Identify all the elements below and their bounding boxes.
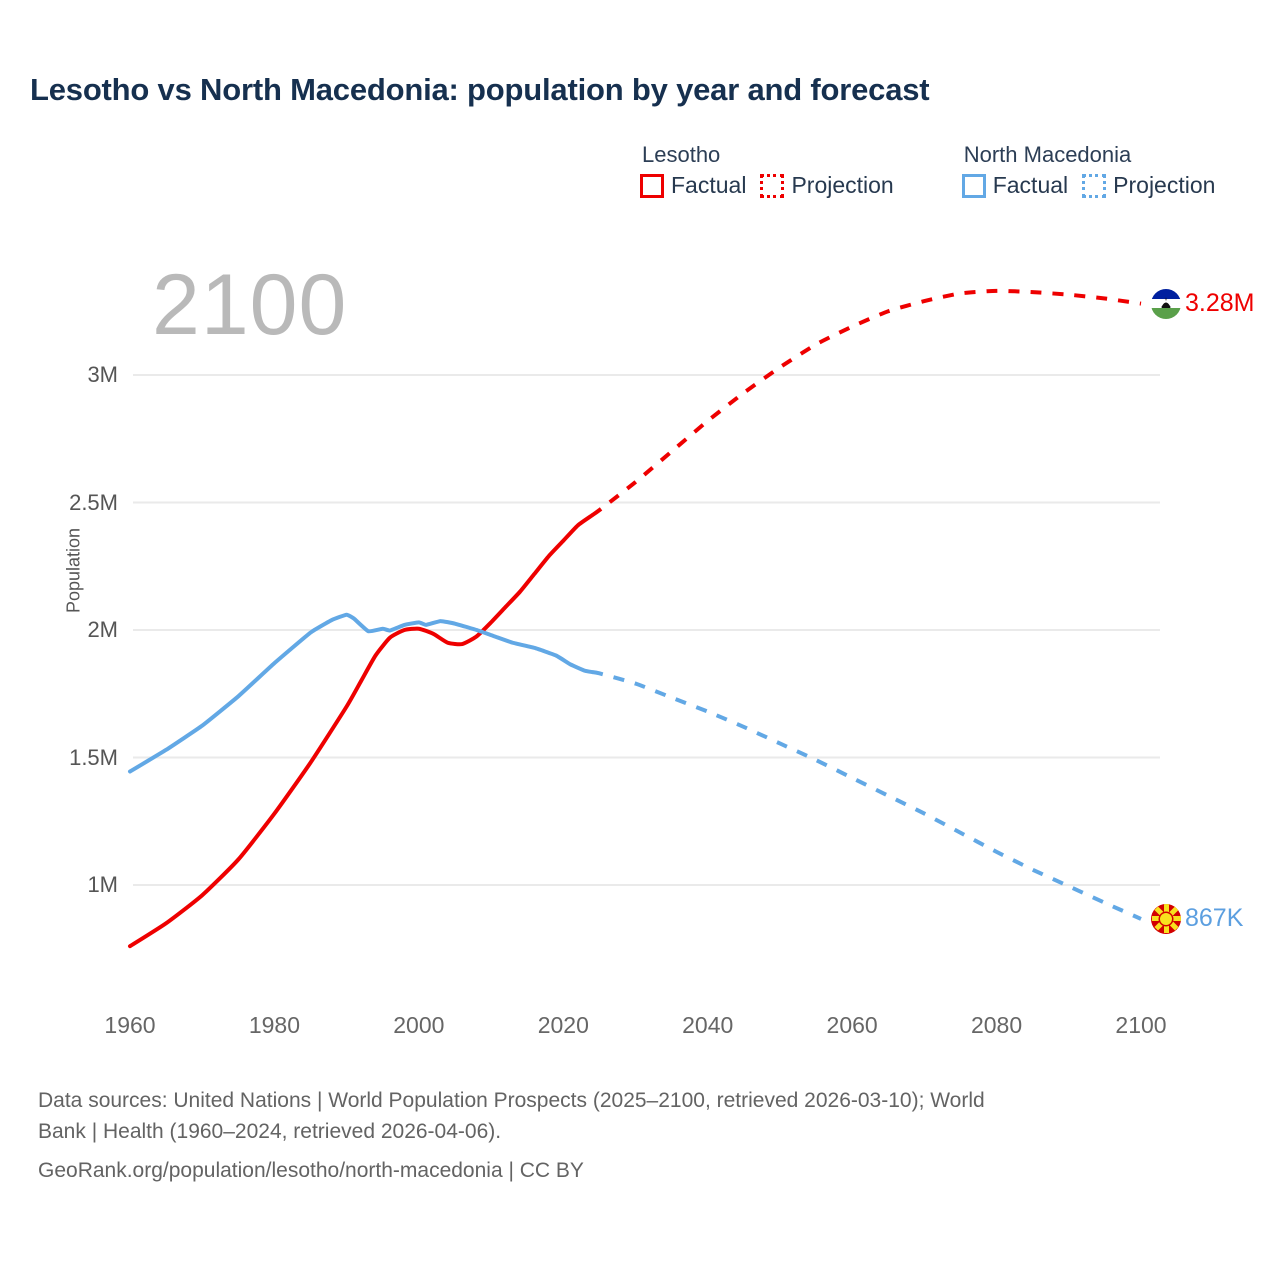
legend-swatch-dotted-icon: [1082, 173, 1107, 198]
chart-plot-area: 2100 Population 1M 1.5M 2M 2.5M 3M 1960 1980 2…: [28, 257, 1255, 1038]
end-label-value: 3.28M: [1185, 289, 1255, 318]
end-label-north-macedonia: 867K: [1151, 903, 1244, 934]
y-axis-tick-label: 1M: [87, 872, 118, 897]
y-axis-tick-label: 3M: [87, 362, 118, 387]
page-title: Lesotho vs North Macedonia: population b…: [30, 72, 930, 107]
x-axis-tick-label: 2060: [826, 1012, 878, 1038]
y-axis-tick: 2.5M: [28, 490, 123, 529]
legend-country-name: Lesotho: [642, 142, 721, 167]
chart-legend: Lesotho Factual Projection North Macedon…: [640, 142, 1215, 199]
legend-item-north-macedonia-projection[interactable]: Projection: [1082, 172, 1215, 199]
y-axis-tick-label: 1.5M: [69, 744, 118, 770]
x-axis-tick-label: 1960: [104, 1012, 156, 1038]
legend-country-name: North Macedonia: [963, 142, 1132, 167]
legend-item-north-macedonia-factual[interactable]: Factual: [961, 172, 1069, 199]
y-axis-tick-label: 2.5M: [69, 489, 118, 515]
y-axis-tick: 1M: [28, 872, 123, 911]
chart-canvas: [128, 288, 1160, 949]
y-axis-tick: 1.5M: [28, 745, 123, 784]
legend-item-label: Projection: [791, 172, 894, 198]
x-axis-tick-label: 2040: [682, 1012, 734, 1038]
x-axis-tick-label: 2100: [1115, 1012, 1167, 1038]
x-axis-tick-label: 2080: [970, 1012, 1023, 1038]
y-axis-tick: 2M: [28, 617, 123, 656]
chart-footer: Data sources: United Nations | World Pop…: [38, 1085, 1238, 1186]
legend-row: Factual Projection: [640, 172, 894, 199]
x-axis-tick-label: 2020: [537, 1012, 589, 1038]
footer-attribution[interactable]: GeoRank.org/population/lesotho/north-mac…: [38, 1159, 584, 1183]
legend-swatch-dotted-icon: [760, 173, 785, 198]
series-line-projection-north-macedonia: [591, 670, 1142, 921]
legend-item-label: Factual: [671, 172, 747, 198]
lesotho-flag-icon: [1151, 288, 1181, 319]
legend-row: Factual Projection: [961, 172, 1215, 199]
legend-item-lesotho-projection[interactable]: Projection: [760, 172, 894, 199]
x-axis-tick-label: 1980: [248, 1012, 301, 1038]
legend-item-label: Factual: [992, 172, 1069, 198]
legend-item-lesotho-factual[interactable]: Factual: [640, 172, 746, 199]
legend-swatch-solid-icon: [640, 173, 664, 198]
year-watermark: 2100: [152, 257, 348, 353]
footer-sources-line1: Data sources: United Nations | World Pop…: [38, 1089, 985, 1112]
series-line-projection-lesotho: [591, 288, 1142, 517]
end-label-lesotho: 3.28M: [1151, 288, 1255, 319]
series-line-factual-lesotho: [128, 513, 595, 949]
legend-item-label: Projection: [1113, 172, 1216, 198]
north-macedonia-flag-icon: [1151, 903, 1181, 934]
x-axis-tick-label: 2000: [393, 1012, 445, 1038]
y-axis-tick: 3M: [28, 362, 123, 401]
footer-sources-line2: Bank | Health (1960–2024, retrieved 2026…: [38, 1120, 502, 1144]
series-line-factual-north-macedonia: [128, 612, 595, 774]
legend-group-north-macedonia: North Macedonia Factual Projection: [961, 142, 1215, 199]
end-label-value: 867K: [1185, 904, 1244, 933]
y-axis-tick-label: 2M: [87, 617, 118, 642]
legend-swatch-solid-icon: [961, 173, 986, 198]
legend-group-lesotho: Lesotho Factual Projection: [640, 142, 894, 199]
